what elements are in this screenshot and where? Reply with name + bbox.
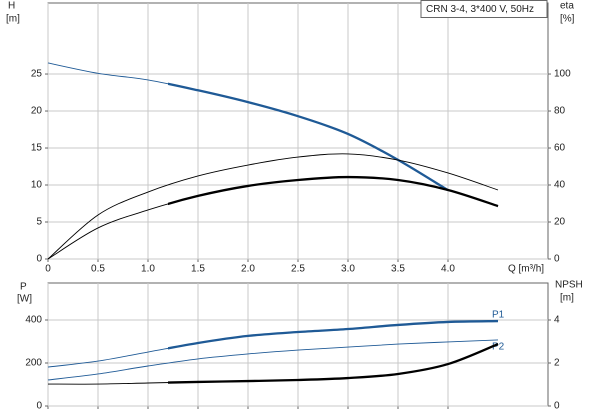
curve-label: P2 [492,342,505,353]
y2-axis-unit: [m] [560,293,574,304]
y2-axis-title: NPSH [555,280,583,291]
curve-duty [168,175,499,208]
y-axis-unit: [m] [6,14,20,25]
x-tick-label: 0.5 [91,264,105,275]
y2-tick-label: 0 [554,401,560,412]
y-tick-label: 200 [25,358,42,369]
curve-duty [168,319,499,350]
x-tick-label: 2.5 [291,264,305,275]
y2-tick-label: 60 [554,143,566,154]
x-tick-label: 0 [45,264,51,275]
title-box [420,0,548,18]
y-axis-unit: [W] [17,294,32,305]
y-tick-label: 5 [36,217,42,228]
y-tick-label: 0 [36,401,42,412]
x-tick-label: 3.0 [341,264,355,275]
curve [47,153,499,260]
curve-duty [168,343,499,384]
curve-duty [168,82,449,192]
y2-tick-label: 20 [554,217,566,228]
y2-tick-label: 4 [554,315,560,326]
x-tick-label: 2.0 [241,264,255,275]
y2-tick-label: 100 [554,69,571,80]
y2-tick-label: 2 [554,358,560,369]
y2-tick-label: 40 [554,180,566,191]
x-axis-title: Q [m³/h] [508,264,544,275]
y-axis-title: H [8,1,15,12]
y2-axis-title: eta [560,1,574,12]
y2-tick-label: 0 [554,254,560,265]
curve [47,320,499,368]
x-tick-label: 1.5 [191,264,205,275]
curve [47,339,499,381]
y-axis-title: P [20,282,27,293]
y2-axis-unit: [%] [560,14,575,25]
chart-title: CRN 3-4, 3*400 V, 50Hz [426,4,534,15]
curve-label: P1 [492,310,505,321]
curve [47,343,499,385]
x-tick-label: 1.0 [141,264,155,275]
curve [47,176,499,260]
y-tick-label: 20 [31,106,43,117]
y-tick-label: 25 [31,69,43,80]
y2-tick-label: 80 [554,106,566,117]
y-tick-label: 15 [31,143,43,154]
x-tick-label: 4.0 [441,264,455,275]
x-tick-label: 3.5 [391,264,405,275]
y-tick-label: 0 [36,254,42,265]
y-tick-label: 400 [25,315,42,326]
y-tick-label: 10 [31,180,43,191]
